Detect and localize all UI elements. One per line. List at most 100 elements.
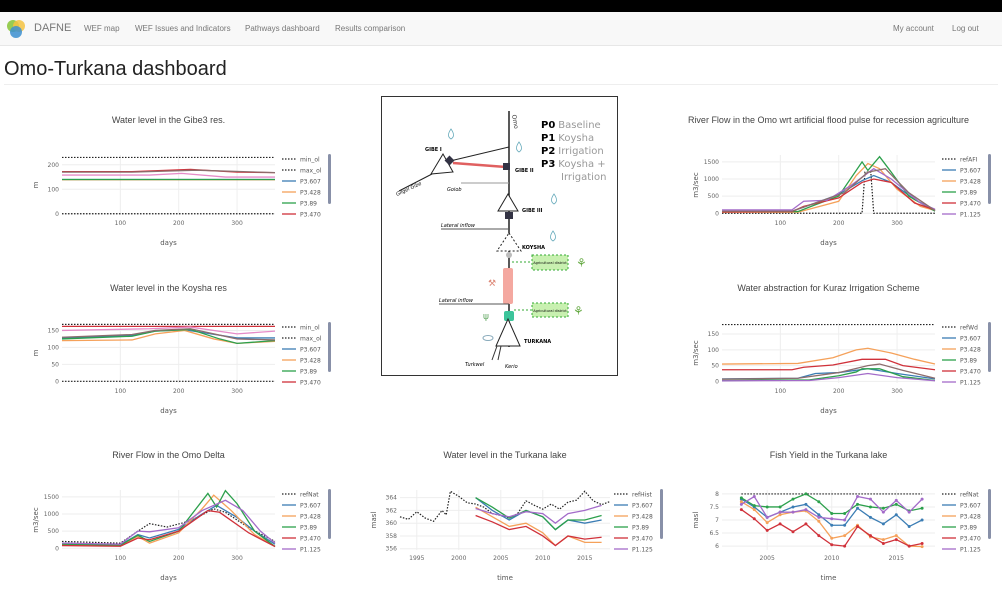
legend-scrollbar[interactable]: [988, 154, 991, 204]
y-tick-label: 0: [715, 210, 719, 217]
legend-item: refAFI: [960, 157, 978, 164]
chart-title: Water level in the Gibe3 res.: [111, 115, 226, 125]
data-point: [817, 519, 821, 523]
x-tick-label: 100: [775, 220, 787, 227]
legend-item: P3.607: [960, 336, 981, 343]
y-tick-label: 1000: [44, 511, 59, 518]
y-tick-label: 6: [715, 543, 719, 550]
data-point: [868, 505, 872, 509]
x-axis-label: days: [160, 239, 177, 247]
data-point: [920, 506, 924, 510]
hydropower-icon: [551, 193, 557, 205]
gibe2-plant: [503, 163, 510, 170]
y-tick-label: 7.5: [709, 504, 719, 511]
nav-log-out[interactable]: Log out: [952, 24, 979, 33]
diversion-line: [452, 161, 507, 169]
legend-scrollbar[interactable]: [328, 322, 331, 372]
legend-item: P3.89: [960, 525, 977, 532]
nav-wef-map[interactable]: WEF map: [84, 24, 120, 33]
hydropower-icon: [448, 128, 454, 140]
legend-item: P3.607: [300, 347, 321, 354]
data-point: [739, 502, 743, 506]
data-point: [817, 515, 821, 519]
x-tick-label: 300: [231, 220, 243, 227]
data-point: [881, 522, 885, 526]
x-tick-label: 2005: [493, 555, 508, 562]
legend-scrollbar[interactable]: [328, 489, 331, 539]
legend-item: P3.428: [300, 358, 321, 365]
x-axis-label: time: [497, 574, 513, 582]
x-tick-label: 200: [833, 388, 845, 395]
series-line-extra: [61, 328, 276, 341]
legend-scrollbar[interactable]: [988, 322, 991, 372]
series-line-P3.470: [475, 514, 602, 547]
dafne-logo[interactable]: [5, 18, 27, 40]
x-tick-label: 2010: [535, 555, 550, 562]
x-tick-label: 200: [173, 388, 185, 395]
nav-pathways-dashboard[interactable]: Pathways dashboard: [245, 24, 320, 33]
page-title: Omo-Turkana dashboard: [4, 58, 227, 80]
y-axis-label: masl: [370, 512, 378, 529]
data-point: [778, 513, 782, 517]
legend-item: refNat: [300, 492, 319, 499]
data-point: [778, 510, 782, 514]
svg-text:Irrigation: Irrigation: [561, 172, 606, 183]
legend-item: P3.607: [960, 168, 981, 175]
legend-item: P1.125: [960, 547, 981, 554]
legend-item: P3.607: [632, 503, 653, 510]
data-point: [856, 502, 860, 506]
y-tick-label: 0: [55, 545, 59, 552]
navbar: DAFNE WEF map WEF Issues and Indicators …: [0, 12, 1002, 46]
svg-text:KOYSHA: KOYSHA: [522, 245, 545, 251]
series-line-P3.470: [722, 358, 936, 371]
plant-icon-2: ⚘: [573, 304, 584, 318]
data-point: [881, 510, 885, 514]
svg-text:GIBE II: GIBE II: [515, 168, 534, 174]
y-axis-label: masl: [692, 512, 700, 529]
legend-item: P3.607: [960, 503, 981, 510]
window-top-bar: [0, 0, 1002, 12]
brand-link[interactable]: DAFNE: [34, 22, 72, 34]
data-point: [791, 510, 795, 514]
legend-item: min_ol: [300, 157, 320, 164]
hydropower-icon: [516, 141, 522, 153]
legend-scrollbar[interactable]: [988, 489, 991, 539]
data-point: [752, 508, 756, 512]
legend-item: min_ol: [300, 325, 320, 332]
y-axis-label: m: [32, 349, 40, 356]
hydropower-icons: [448, 128, 557, 242]
chart-title: Water abstraction for Kuraz Irrigation S…: [737, 283, 920, 293]
legend-item: P1.125: [632, 547, 653, 554]
x-tick-label: 2010: [824, 555, 839, 562]
data-point: [868, 534, 872, 538]
data-point: [881, 506, 885, 510]
data-point: [907, 525, 911, 529]
series-line-refHist: [399, 490, 611, 522]
series-line-P1.125: [721, 372, 936, 382]
series-line-extra: [722, 168, 936, 212]
legend-item: P3.89: [960, 190, 977, 197]
chart-svg: 100 200 300 0 500 1000 1500 days m3/sec refNat P3.…: [32, 489, 331, 582]
y-tick-label: 50: [51, 361, 59, 368]
chart-title: Water level in the Koysha res: [110, 283, 227, 293]
chart-title: River Flow in the Omo Delta: [112, 450, 225, 460]
data-point: [817, 500, 821, 504]
data-point: [752, 504, 756, 508]
legend-item: P3.428: [960, 514, 981, 521]
svg-text:TURKANA: TURKANA: [524, 339, 551, 345]
legend-item: P3.470: [300, 212, 321, 219]
chart-kuraz-abstraction: Water abstraction for Kuraz Irrigation S…: [660, 280, 1002, 440]
data-point: [843, 523, 847, 527]
y-tick-label: 0: [55, 378, 59, 385]
svg-text:GIBE III: GIBE III: [522, 208, 543, 214]
legend-item: P3.470: [960, 201, 981, 208]
nav-my-account[interactable]: My account: [893, 24, 934, 33]
nav-wef-issues[interactable]: WEF Issues and Indicators: [135, 24, 231, 33]
data-point: [868, 515, 872, 519]
legend-item: P3.470: [300, 380, 321, 387]
legend-scrollbar[interactable]: [328, 154, 331, 204]
divider: [4, 84, 998, 85]
nav-results-comparison[interactable]: Results comparison: [335, 24, 406, 33]
legend-scrollbar[interactable]: [660, 489, 663, 539]
agri-district-2: [531, 302, 569, 318]
